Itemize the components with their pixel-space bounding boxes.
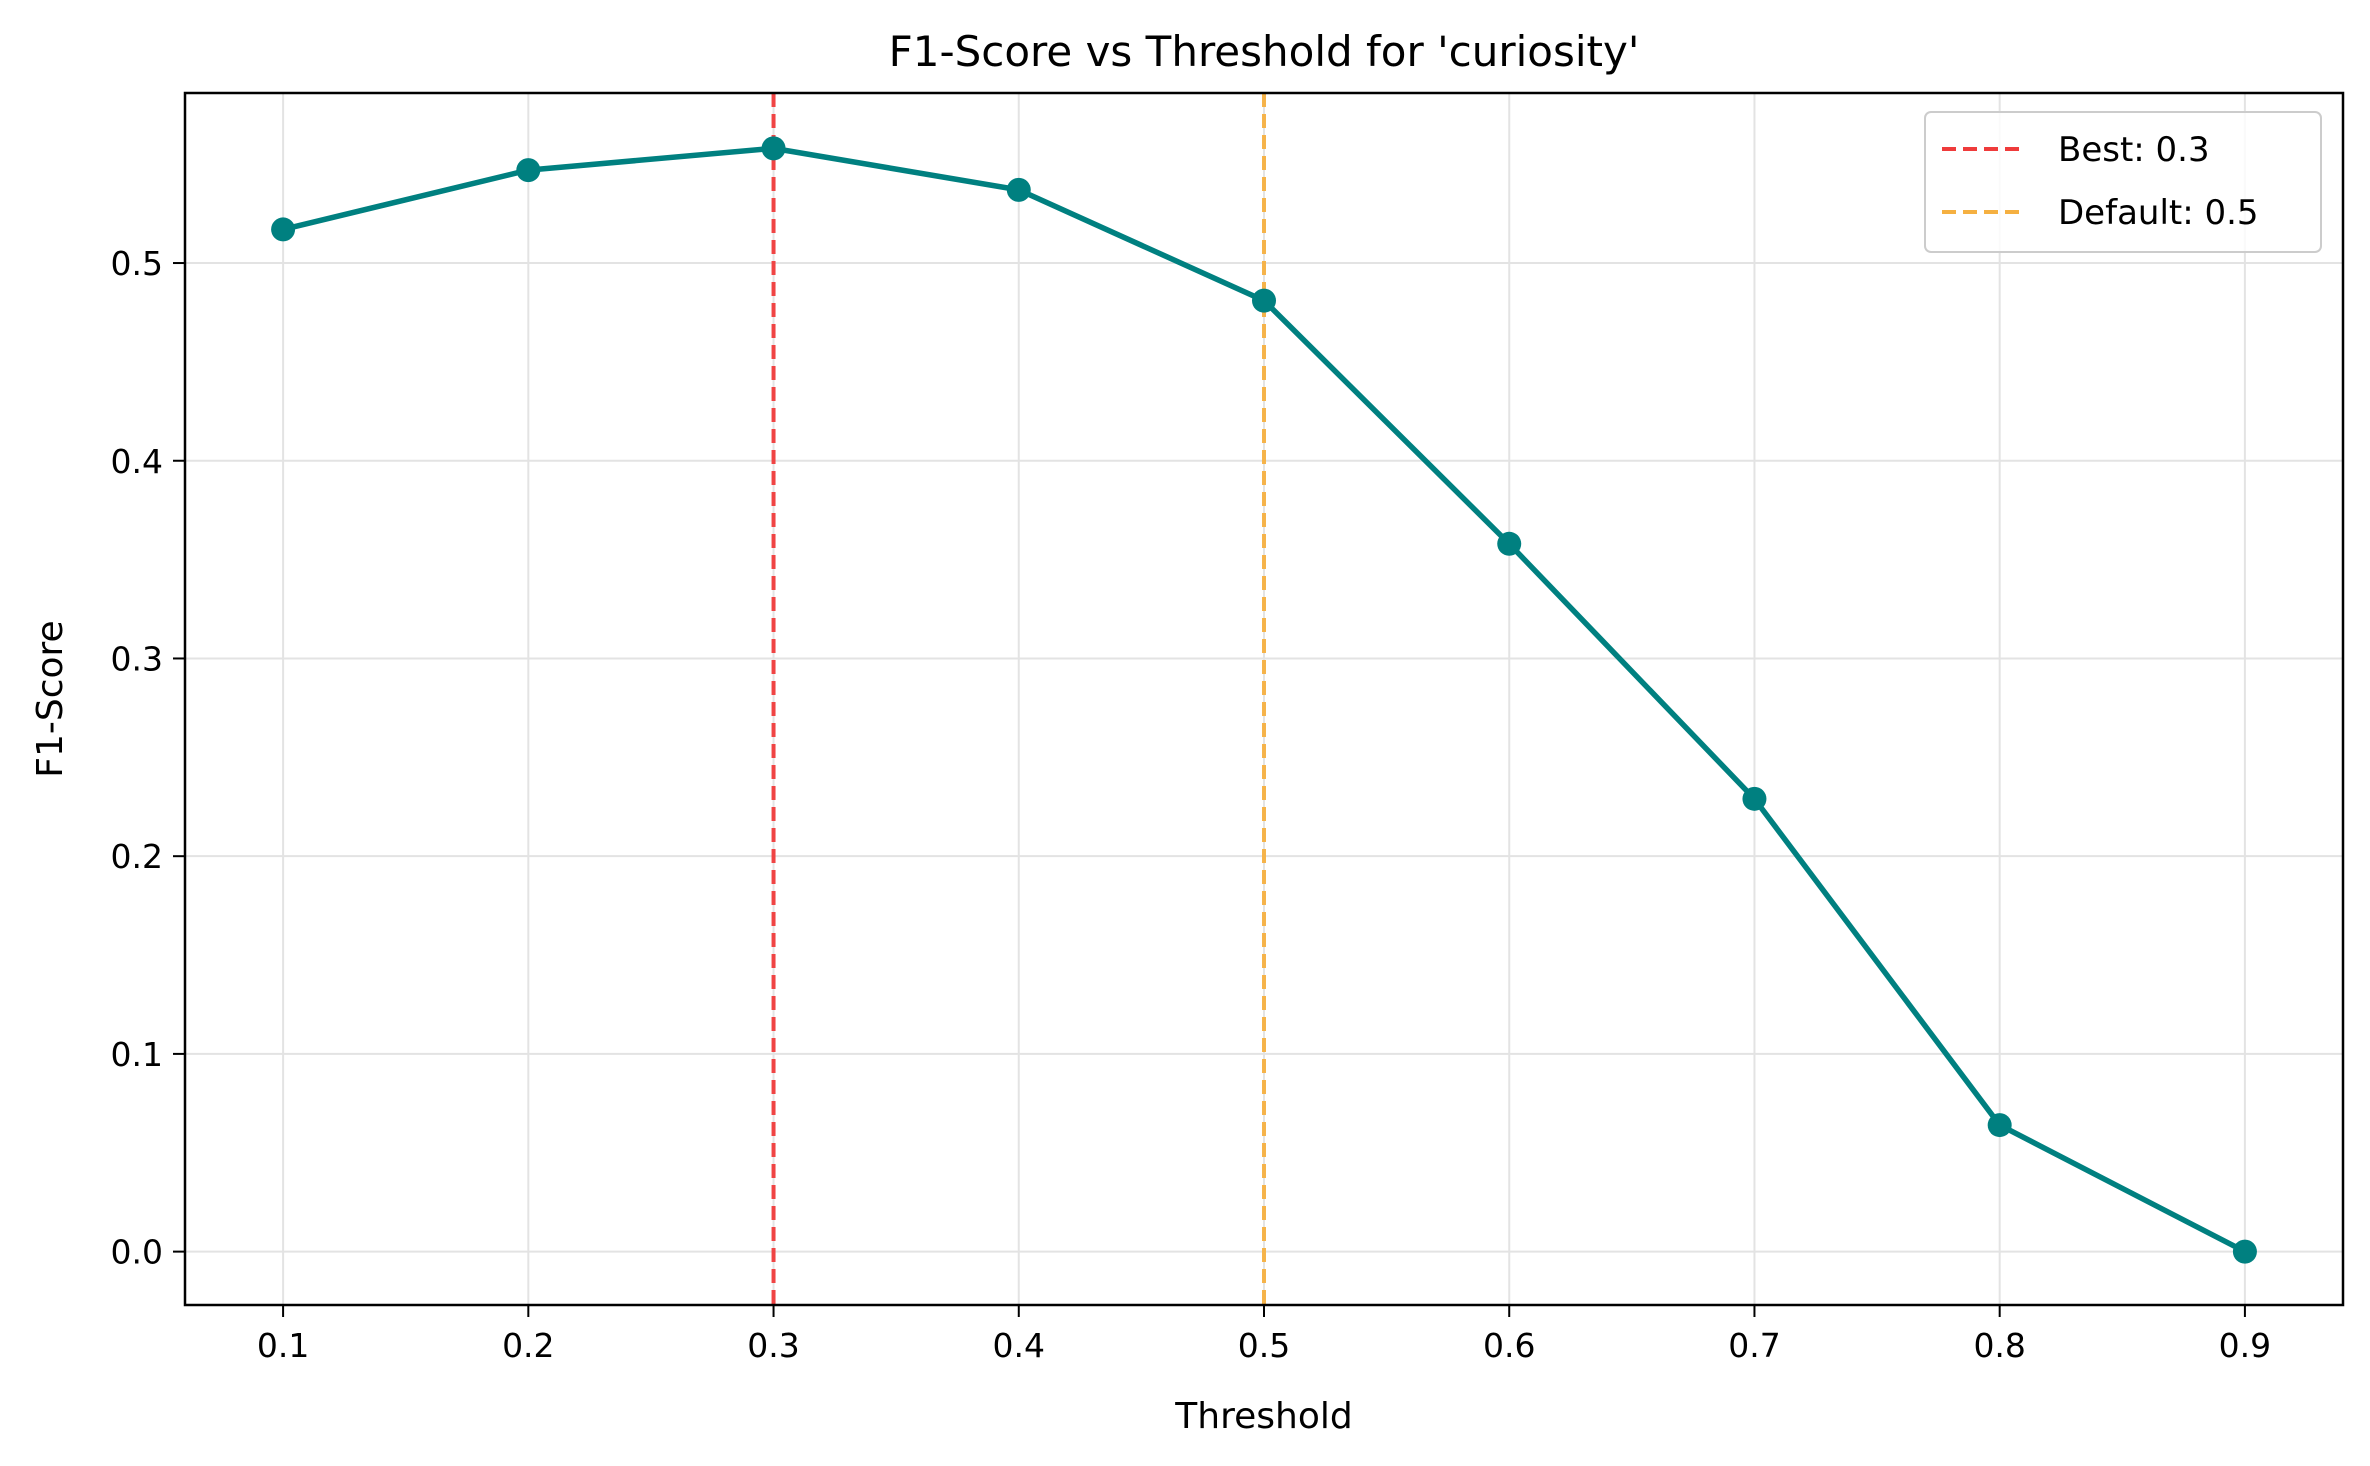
data-point bbox=[1742, 786, 1767, 811]
x-tick-label: 0.7 bbox=[1728, 1326, 1780, 1365]
y-tick-label: 0.4 bbox=[111, 442, 163, 481]
series bbox=[271, 136, 2257, 1264]
legend-box bbox=[1924, 111, 2322, 253]
x-tick-label: 0.5 bbox=[1238, 1326, 1290, 1365]
y-tick-label: 0.0 bbox=[111, 1233, 163, 1272]
legend: Best: 0.3 Default: 0.5 bbox=[1924, 111, 2322, 253]
y-tick-label: 0.3 bbox=[111, 639, 163, 678]
x-tick-label: 0.8 bbox=[1973, 1326, 2025, 1365]
chart-title: F1-Score vs Threshold for 'curiosity' bbox=[889, 27, 1640, 76]
data-point bbox=[516, 158, 541, 183]
x-tick-label: 0.6 bbox=[1483, 1326, 1535, 1365]
legend-label-best: Best: 0.3 bbox=[2058, 130, 2210, 170]
y-tick-label: 0.2 bbox=[111, 837, 163, 876]
x-tick-label: 0.4 bbox=[993, 1326, 1045, 1365]
data-point bbox=[2232, 1239, 2257, 1264]
data-point bbox=[1006, 177, 1031, 202]
x-axis-label: Threshold bbox=[1174, 1396, 1352, 1437]
data-point bbox=[1252, 288, 1276, 313]
data-point bbox=[271, 217, 296, 242]
x-tick-label: 0.9 bbox=[2219, 1326, 2271, 1365]
data-point bbox=[761, 136, 786, 161]
data-point bbox=[1497, 531, 1522, 556]
y-tick-label: 0.1 bbox=[111, 1035, 163, 1074]
x-tick-label: 0.2 bbox=[502, 1326, 554, 1365]
x-tick-label: 0.1 bbox=[257, 1326, 309, 1365]
data-point bbox=[1987, 1113, 2012, 1138]
y-tick-label: 0.5 bbox=[111, 244, 163, 283]
legend-label-default: Default: 0.5 bbox=[2058, 193, 2259, 233]
ticks: 0.1 0.2 0.3 0.4 0.5 0.6 0.7 0.8 0.9 0.0 0.1 0.2 0.3 0… bbox=[111, 244, 2272, 1365]
x-tick-label: 0.3 bbox=[747, 1326, 799, 1365]
y-axis-label: F1-Score bbox=[30, 620, 71, 777]
